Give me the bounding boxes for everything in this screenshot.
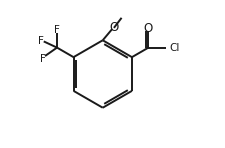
- Text: Cl: Cl: [169, 43, 179, 53]
- Text: O: O: [109, 21, 118, 34]
- Text: O: O: [143, 22, 152, 35]
- Text: F: F: [38, 36, 44, 46]
- Text: F: F: [54, 25, 60, 35]
- Text: F: F: [40, 54, 45, 64]
